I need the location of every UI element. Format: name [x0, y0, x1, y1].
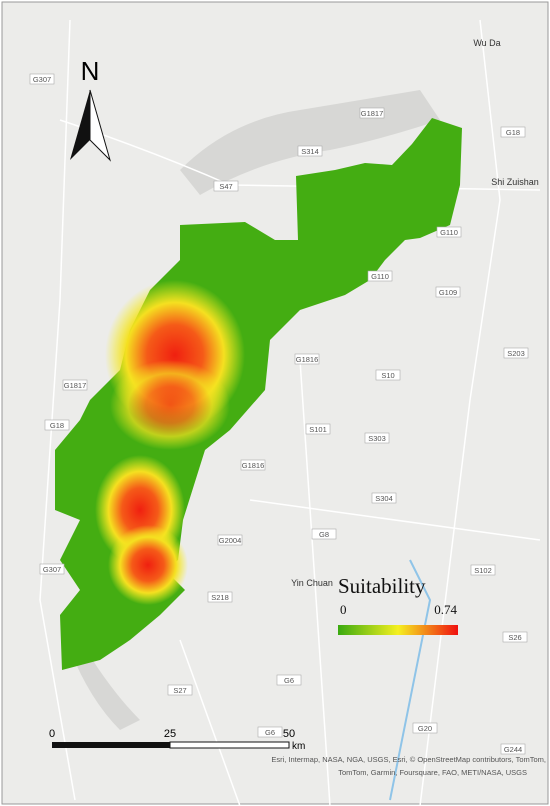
scale-label: 25: [164, 728, 176, 740]
road-shield: [470, 564, 496, 576]
road-label: G18: [50, 421, 64, 430]
place-label: Yin Chuan: [291, 578, 333, 588]
road-label: S10: [381, 371, 394, 380]
scale-label: 0: [49, 728, 55, 740]
road-shield: [39, 563, 65, 575]
road-shield: [500, 743, 526, 755]
road-label: S101: [309, 425, 327, 434]
road-shield: [359, 107, 385, 119]
road-label: G8: [319, 530, 329, 539]
road-label: G18: [506, 128, 520, 137]
road-shield: [213, 180, 239, 192]
place-label: Shi Zuishan: [491, 177, 539, 187]
road-label: S47: [219, 182, 232, 191]
road-label: S303: [368, 434, 386, 443]
scale-unit: km: [292, 741, 305, 752]
place-label: Wu Da: [473, 38, 500, 48]
road-label: S218: [211, 593, 229, 602]
river: [389, 559, 432, 801]
road-label: S314: [301, 147, 319, 156]
road-shield: [62, 379, 88, 391]
road-label: S102: [474, 566, 492, 575]
road-shield: [257, 726, 283, 738]
road-label: G20: [418, 724, 432, 733]
road-label: G1817: [64, 381, 87, 390]
road-shield: [294, 353, 320, 365]
road-shield: [305, 423, 331, 435]
road-shield: [500, 126, 526, 138]
attribution: Esri, Intermap, NASA, NGA, USGS, Esri, ©…: [271, 755, 546, 764]
road-shield: [276, 674, 302, 686]
road-label: G1816: [242, 461, 265, 470]
road-shield: [311, 528, 337, 540]
road-shield: [44, 419, 70, 431]
north-arrow: N: [70, 56, 112, 162]
road-shield: [364, 432, 390, 444]
road-label: S304: [375, 494, 393, 503]
road-label: S27: [173, 686, 186, 695]
road-shield: [217, 534, 243, 546]
road-shield: [29, 73, 55, 85]
legend: Suitability 0 0.74: [338, 574, 458, 635]
road-shield: [240, 459, 266, 471]
legend-min: 0: [340, 602, 347, 617]
road-shield: [436, 226, 462, 238]
road-label: G1817: [361, 109, 384, 118]
road-label: S203: [507, 349, 525, 358]
road-label: G6: [284, 676, 294, 685]
road-shield: [207, 591, 233, 603]
road-label: G2004: [219, 536, 242, 545]
scale-bar: 0 25 50 km: [49, 728, 305, 752]
attribution: TomTom, Garmin, Foursquare, FAO, METI/NA…: [338, 768, 527, 777]
legend-max: 0.74: [434, 602, 457, 617]
road-label: G307: [33, 75, 51, 84]
north-label: N: [81, 56, 100, 86]
road-shield: [297, 145, 323, 157]
legend-ramp: [338, 625, 458, 635]
road-shield: [371, 492, 397, 504]
road-label: G244: [504, 745, 522, 754]
road-label: G1816: [296, 355, 319, 364]
road-label: G109: [439, 288, 457, 297]
legend-title: Suitability: [338, 574, 426, 598]
scale-label: 50: [283, 728, 295, 740]
road-shield: [503, 347, 529, 359]
suitability-surface: [55, 118, 462, 670]
road-shield: [412, 722, 438, 734]
road-label: G110: [440, 228, 458, 237]
road-label: S26: [508, 633, 521, 642]
road-label: G307: [43, 565, 61, 574]
road-label: G110: [371, 272, 389, 281]
road-labels: G307 G1817 G18 S314 S47 G110 G110 G109 G1816 S203…: [29, 73, 529, 755]
road-shield: [375, 369, 401, 381]
road-shield: [435, 286, 461, 298]
road-shield: [502, 631, 528, 643]
road-shield: [367, 270, 393, 282]
road-shield: [167, 684, 193, 696]
road-label: G6: [265, 728, 275, 737]
